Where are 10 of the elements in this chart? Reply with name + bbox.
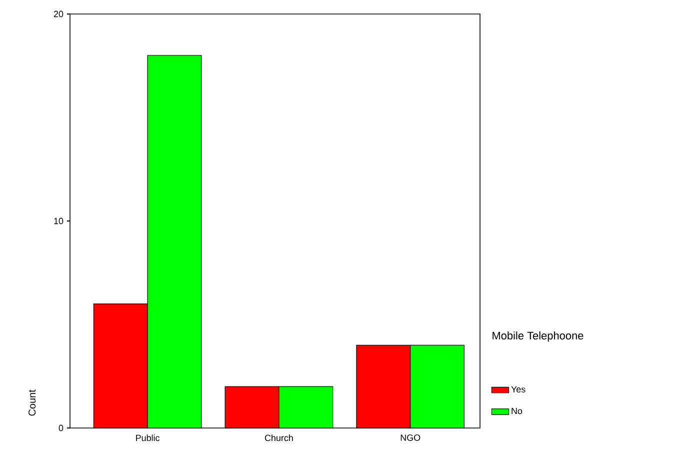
legend-label: No — [512, 408, 522, 414]
y-axis-title: Count — [28, 390, 36, 416]
legend-label: Yes — [511, 386, 526, 392]
legend-title: Mobile Telephoone — [492, 331, 584, 342]
y-tick-label: 10 — [54, 218, 64, 224]
x-tick-label: Public — [136, 434, 160, 442]
y-tick-label: 0 — [58, 424, 64, 432]
x-tick-label: NGO — [400, 434, 420, 441]
y-tick-label: 20 — [54, 10, 64, 18]
x-tick-label: Church — [264, 434, 293, 442]
